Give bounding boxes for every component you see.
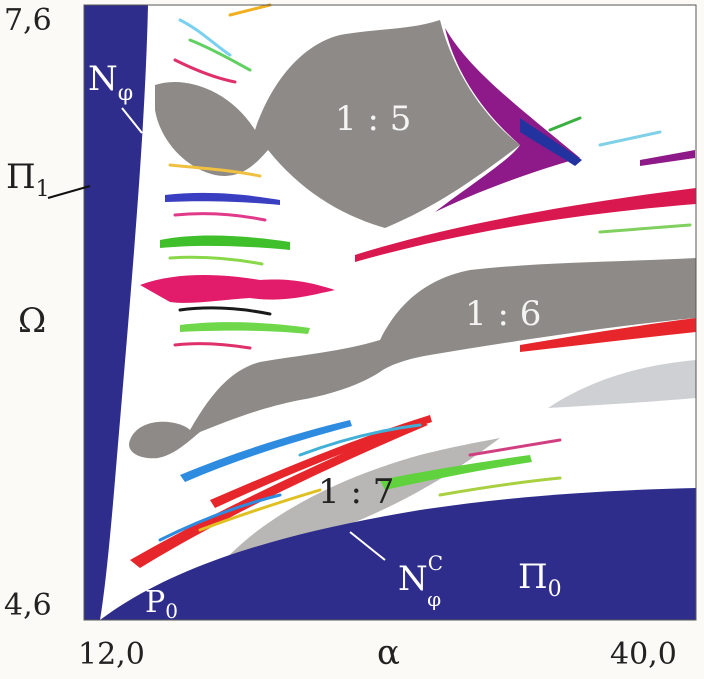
band-red-2 bbox=[130, 420, 428, 568]
region-1-5 bbox=[155, 20, 520, 228]
region-light-gray-right bbox=[548, 360, 696, 408]
y-axis-min-label: 4,6 bbox=[4, 588, 52, 623]
scatter-bands bbox=[158, 3, 692, 542]
x-axis-min-label: 12,0 bbox=[78, 637, 145, 672]
region-pi0 bbox=[100, 488, 696, 620]
y-axis-label: Ω bbox=[18, 301, 46, 341]
region-pi1 bbox=[84, 5, 148, 620]
label-1-5: 1 : 5 bbox=[335, 99, 411, 139]
arrow-n-phi bbox=[121, 107, 143, 134]
region-blue-edge bbox=[520, 118, 582, 166]
band-green-3 bbox=[180, 322, 310, 334]
region-magenta bbox=[435, 28, 580, 212]
label-1-7: 1 : 7 bbox=[318, 472, 394, 512]
band-blue-2 bbox=[165, 192, 280, 205]
band-red-3 bbox=[210, 415, 432, 508]
band-blue-1 bbox=[180, 420, 352, 482]
x-axis-max-label: 40,0 bbox=[610, 637, 677, 672]
arrow-pi1 bbox=[47, 185, 91, 199]
band-crimson-1 bbox=[355, 188, 696, 262]
band-green-2 bbox=[380, 455, 532, 490]
region-1-7 bbox=[220, 438, 500, 565]
band-red-1 bbox=[520, 318, 696, 352]
label-pi0: Π0 bbox=[518, 557, 562, 602]
band-crimson-2 bbox=[140, 275, 335, 303]
label-p0: P0 bbox=[145, 585, 178, 623]
label-n-phi-c: NC φ bbox=[398, 551, 443, 611]
label-n-phi: Nφ bbox=[88, 59, 133, 106]
region-magenta-right bbox=[640, 150, 695, 166]
region-1-6 bbox=[129, 258, 696, 459]
plot-frame bbox=[83, 4, 697, 621]
label-1-6: 1 : 6 bbox=[465, 294, 541, 334]
band-green-1 bbox=[160, 235, 290, 250]
label-pi1: Π1 bbox=[6, 157, 50, 202]
arrow-n-phi-c bbox=[349, 531, 386, 561]
y-axis-max-label: 7,6 bbox=[4, 3, 52, 38]
x-axis-label: α bbox=[377, 633, 400, 673]
